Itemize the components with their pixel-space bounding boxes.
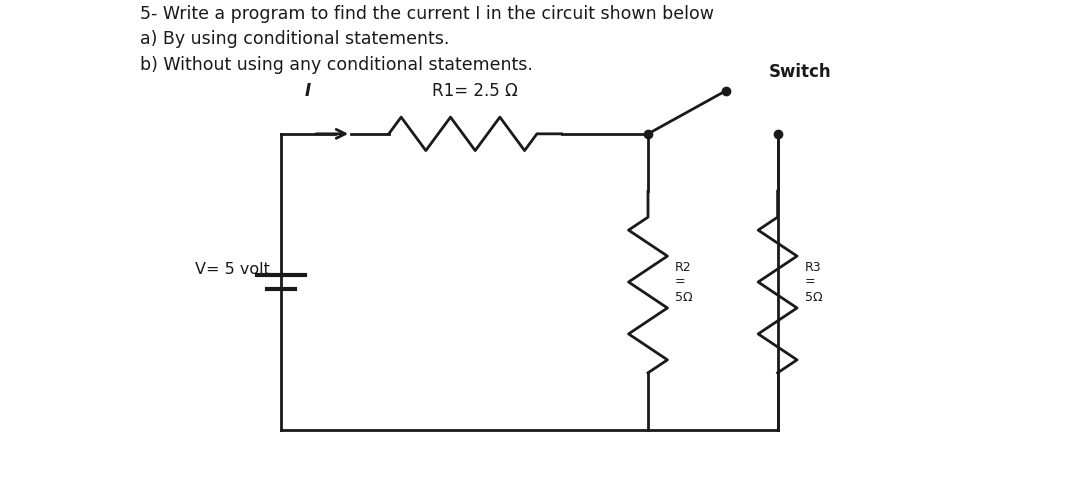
Text: Switch: Switch [769, 63, 832, 81]
Text: I: I [305, 82, 311, 100]
Text: 5- Write a program to find the current I in the circuit shown below
a) By using : 5- Write a program to find the current I… [140, 5, 714, 74]
Text: R1= 2.5 Ω: R1= 2.5 Ω [432, 82, 518, 100]
Text: R3
=
5Ω: R3 = 5Ω [805, 261, 822, 304]
Text: V= 5 volt: V= 5 volt [195, 262, 270, 277]
Text: R2
=
5Ω: R2 = 5Ω [675, 261, 692, 304]
